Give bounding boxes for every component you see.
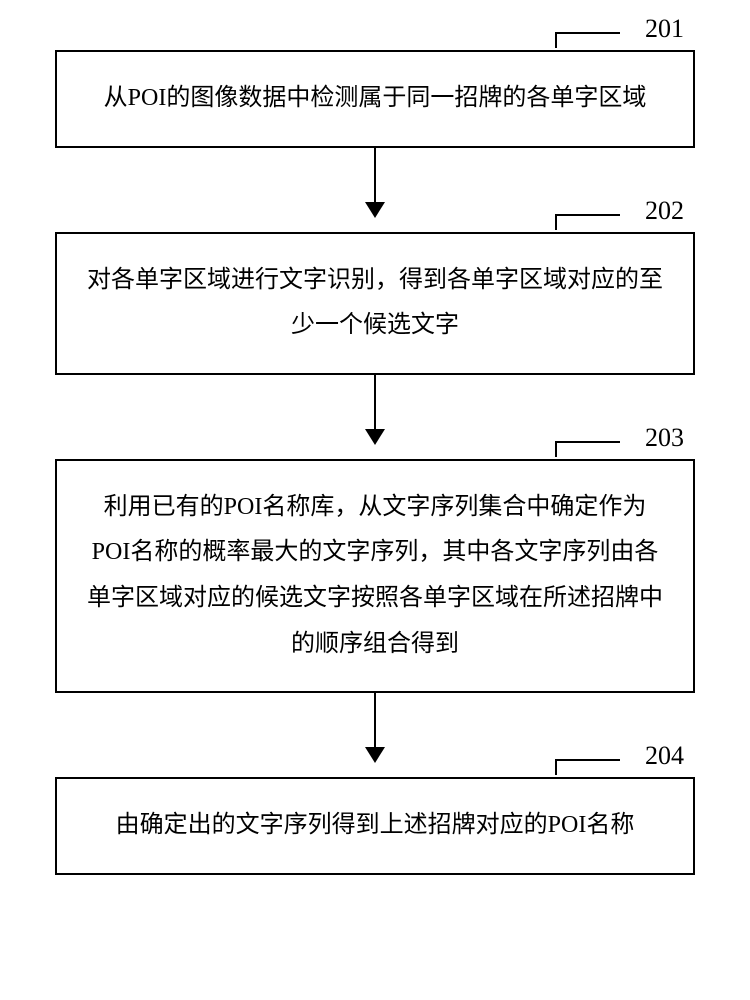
step-text-4: 由确定出的文字序列得到上述招牌对应的POI名称 bbox=[116, 803, 635, 849]
flowchart-step-2: 202 对各单字区域进行文字识别，得到各单字区域对应的至少一个候选文字 bbox=[55, 232, 695, 375]
step-box-2: 对各单字区域进行文字识别，得到各单字区域对应的至少一个候选文字 bbox=[55, 232, 695, 375]
flowchart-step-3: 203 利用已有的POI名称库，从文字序列集合中确定作为POI名称的概率最大的文… bbox=[55, 459, 695, 693]
step-label-3: 203 bbox=[645, 423, 684, 453]
flowchart-step-4: 204 由确定出的文字序列得到上述招牌对应的POI名称 bbox=[55, 777, 695, 875]
flowchart-step-1: 201 从POI的图像数据中检测属于同一招牌的各单字区域 bbox=[55, 50, 695, 148]
step-box-3: 利用已有的POI名称库，从文字序列集合中确定作为POI名称的概率最大的文字序列，… bbox=[55, 459, 695, 693]
step-label-1: 201 bbox=[645, 14, 684, 44]
leader-line-2 bbox=[555, 214, 620, 216]
step-text-2: 对各单字区域进行文字识别，得到各单字区域对应的至少一个候选文字 bbox=[85, 258, 665, 349]
step-box-4: 由确定出的文字序列得到上述招牌对应的POI名称 bbox=[55, 777, 695, 875]
arrow-1-2 bbox=[374, 148, 376, 216]
leader-line-3 bbox=[555, 441, 620, 443]
step-text-3: 利用已有的POI名称库，从文字序列集合中确定作为POI名称的概率最大的文字序列，… bbox=[85, 485, 665, 667]
leader-line-4 bbox=[555, 759, 620, 761]
step-text-1: 从POI的图像数据中检测属于同一招牌的各单字区域 bbox=[104, 76, 647, 122]
arrow-2-3 bbox=[374, 375, 376, 443]
flowchart-container: 201 从POI的图像数据中检测属于同一招牌的各单字区域 202 对各单字区域进… bbox=[55, 50, 695, 875]
step-label-2: 202 bbox=[645, 196, 684, 226]
step-label-4: 204 bbox=[645, 741, 684, 771]
arrow-3-4 bbox=[374, 693, 376, 761]
leader-line-1 bbox=[555, 32, 620, 34]
step-box-1: 从POI的图像数据中检测属于同一招牌的各单字区域 bbox=[55, 50, 695, 148]
